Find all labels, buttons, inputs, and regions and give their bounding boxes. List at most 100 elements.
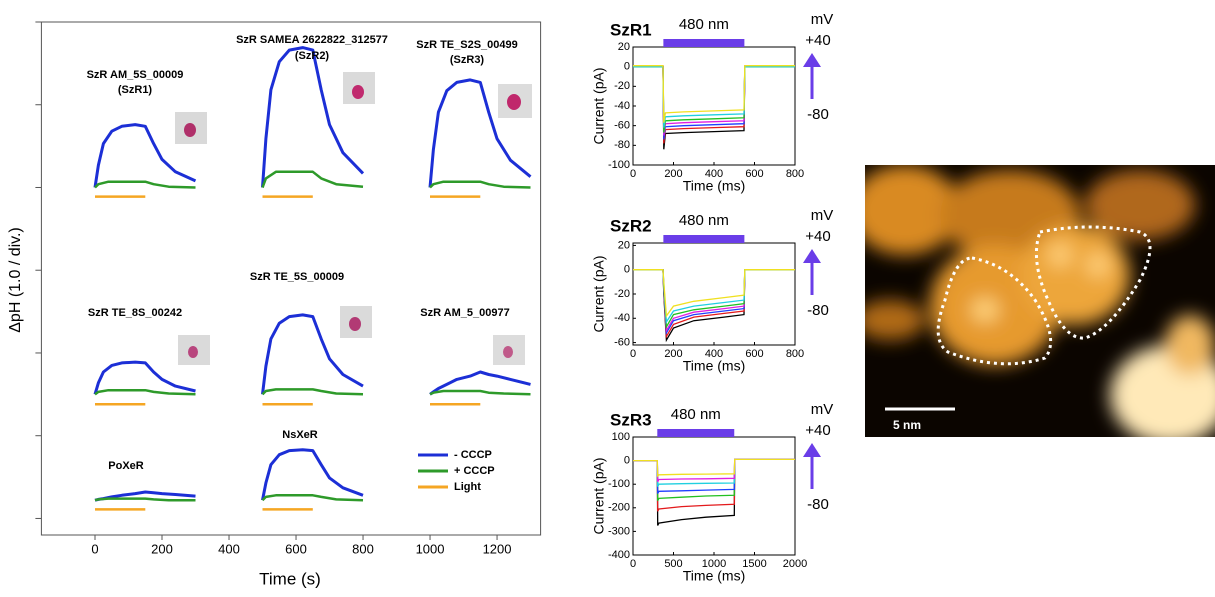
current-trace [633, 66, 795, 150]
annotation: (SzR2) [295, 50, 330, 62]
x-tick-label: 800 [786, 168, 804, 180]
legend-label: + CCCP [454, 465, 495, 477]
x-tick-label: 400 [705, 348, 723, 360]
x-tick-label: 600 [745, 348, 763, 360]
y-tick-label: 100 [612, 431, 630, 443]
y-tick-label: -200 [608, 502, 630, 514]
y-tick-label: 20 [618, 41, 630, 53]
annotation: (SzR1) [118, 84, 153, 96]
photo-sample [352, 85, 364, 99]
annotation: (SzR3) [450, 54, 485, 66]
current-trace [633, 66, 795, 140]
x-tick-label: 400 [705, 168, 723, 180]
y-tick-label: 0 [624, 455, 630, 467]
voltage-high: +40 [805, 422, 830, 439]
voltage-low: -80 [807, 302, 829, 319]
current-trace [633, 269, 795, 343]
scale-label: 5 nm [893, 418, 921, 432]
photo-sample [349, 317, 361, 331]
annotation: SzR TE_5S_00009 [250, 271, 344, 283]
light-bar [657, 429, 735, 437]
x-tick-label: 1500 [742, 558, 766, 570]
y-tick-label: 0 [624, 264, 630, 276]
x-tick-label: 1000 [416, 541, 445, 556]
x-tick-label: 0 [630, 348, 636, 360]
x-tick-label: 1000 [702, 558, 726, 570]
voltage-low: -80 [807, 106, 829, 123]
y-tick-label: -60 [614, 120, 630, 132]
annotation: SzR AM_5S_00009 [87, 69, 184, 81]
light-label: 480 nm [679, 16, 729, 33]
y-axis-label: Current (pA) [591, 255, 607, 332]
x-axis-label: Time (s) [259, 569, 321, 588]
annotation: SzR AM_5_00977 [420, 307, 509, 319]
voltage-high: +40 [805, 228, 830, 245]
panel-title: SzR1 [610, 20, 652, 39]
afm-image: 5 nm [865, 165, 1215, 437]
y-axis-label: Current (pA) [591, 457, 607, 534]
y-tick-label: 0 [624, 61, 630, 73]
annotation: PoXeR [108, 460, 144, 472]
voltage-arrowhead [803, 249, 821, 263]
plot-frame [632, 46, 796, 166]
panel-title: SzR2 [610, 216, 652, 235]
x-tick-label: 0 [630, 558, 636, 570]
legend-label: Light [454, 481, 481, 493]
y-axis-label: ΔpH (1.0 / div.) [7, 227, 24, 333]
y-tick-label: -300 [608, 525, 630, 537]
x-axis-label: Time (ms) [683, 568, 745, 584]
y-tick-label: -100 [608, 478, 630, 490]
x-tick-label: 600 [745, 168, 763, 180]
light-bar [663, 39, 745, 47]
x-tick-label: 600 [285, 541, 307, 556]
outline [936, 256, 1053, 366]
x-tick-label: 200 [151, 541, 173, 556]
voltage-unit: mV [811, 11, 834, 28]
current-trace [633, 458, 795, 478]
y-tick-label: -40 [614, 100, 630, 112]
x-tick-label: 2000 [783, 558, 807, 570]
y-tick-label: -80 [614, 139, 630, 151]
light-label: 480 nm [671, 406, 721, 423]
y-tick-label: -100 [608, 159, 630, 171]
voltage-arrowhead [803, 443, 821, 457]
afm-blobs [865, 165, 1215, 437]
y-tick-label: -20 [614, 288, 630, 300]
legend-label: - CCCP [454, 449, 492, 461]
light-label: 480 nm [679, 212, 729, 229]
x-tick-label: 800 [352, 541, 374, 556]
x-tick-label: 200 [664, 168, 682, 180]
y-tick-label: -20 [614, 80, 630, 92]
current-trace [633, 66, 795, 133]
x-tick-label: 400 [218, 541, 240, 556]
x-axis-label: Time (ms) [683, 358, 745, 374]
x-tick-label: 200 [664, 348, 682, 360]
annotation: SzR SAMEA 2622822_312577 [236, 34, 388, 46]
plot-frame [40, 21, 542, 536]
photo-sample [188, 346, 198, 358]
x-axis-label: Time (ms) [683, 178, 745, 194]
x-tick-label: 800 [786, 348, 804, 360]
y-tick-label: 20 [618, 239, 630, 251]
current-trace [633, 269, 795, 336]
voltage-unit: mV [811, 207, 834, 224]
x-tick-label: 1200 [483, 541, 512, 556]
panel-title: SzR3 [610, 410, 652, 429]
y-tick-label: -40 [614, 312, 630, 324]
photo-sample [503, 346, 513, 358]
data-line [94, 170, 531, 502]
y-tick-label: -60 [614, 336, 630, 348]
current-trace [633, 269, 795, 318]
current-trace [633, 65, 795, 123]
x-tick-label: 0 [630, 168, 636, 180]
voltage-low: -80 [807, 496, 829, 513]
current-trace [633, 269, 795, 333]
voltage-arrowhead [803, 53, 821, 67]
voltage-unit: mV [811, 401, 834, 418]
data-line [95, 195, 481, 511]
light-bar [663, 235, 745, 243]
